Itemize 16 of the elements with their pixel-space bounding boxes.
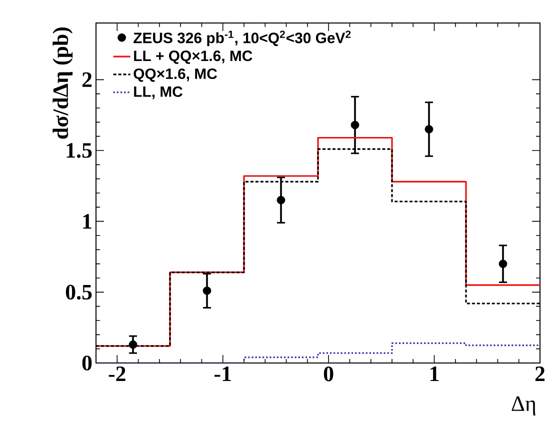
legend-label: ZEUS 326 pb$^{-1}$, 10<Q$^{2}$<30 GeV$^{2}$ [134,30,351,46]
legend-label: LL + QQ×1.6, MC [134,50,252,64]
x-tick-label: 2 [535,366,545,382]
x-tick-label: -2 [108,366,126,382]
x-tick-label: -1 [214,366,231,381]
y-tick-label: 2 [82,72,92,87]
legend-label: LL, MC [134,86,182,100]
x-axis-title: Δη [512,396,536,416]
y-tick-label: 1 [83,214,92,229]
legend-label: QQ×1.6, MC [134,68,217,82]
x-tick-label: 1 [430,366,439,381]
y-tick-label: 0 [82,356,92,370]
x-tick-label: 0 [324,366,334,382]
y-tick-label: 1.5 [66,143,92,158]
y-axis-title: dσ/dΔη (pb) [52,27,73,139]
y-tick-label: 0.5 [66,284,92,300]
